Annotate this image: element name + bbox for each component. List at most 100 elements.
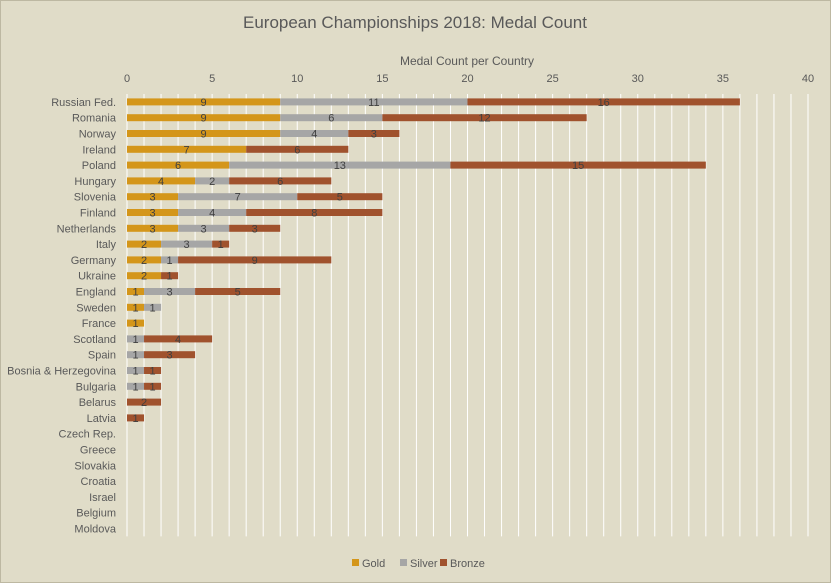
- bar-bronze: [161, 272, 179, 280]
- legend-swatch-silver: [400, 559, 407, 566]
- data-label-silver: 1: [167, 255, 173, 267]
- data-label-gold: 1: [132, 287, 138, 299]
- bar-bronze: [144, 335, 213, 343]
- bar-silver: [144, 288, 196, 295]
- bar-silver: [127, 382, 145, 390]
- category-labels: Russian Fed. Romania Norway Ireland Poland Hu…: [7, 97, 117, 536]
- data-label-bronze: 2: [141, 397, 147, 409]
- bar-bronze: [127, 398, 162, 406]
- data-label-gold: 9: [201, 97, 207, 109]
- bar-silver: [127, 351, 145, 359]
- category-label: Norway: [79, 129, 117, 141]
- x-tick-label: 30: [632, 73, 644, 85]
- bar-silver: [280, 98, 468, 106]
- data-label-bronze: 3: [371, 129, 377, 141]
- bar-bronze: [144, 367, 162, 374]
- legend: Gold Silver Bronze: [352, 558, 485, 570]
- x-tick-label: 35: [717, 73, 729, 85]
- bars: [127, 98, 740, 422]
- bar-silver: [127, 335, 145, 343]
- category-label: Spain: [88, 350, 116, 362]
- category-label: Greece: [80, 445, 116, 457]
- bar-gold: [127, 272, 162, 280]
- category-label: Israel: [89, 492, 116, 504]
- data-label-silver: 3: [184, 239, 190, 251]
- data-label-bronze: 12: [478, 113, 490, 125]
- data-label-silver: 3: [167, 287, 173, 299]
- x-tick-label: 5: [209, 73, 215, 85]
- data-label-bronze: 1: [149, 381, 155, 393]
- category-label: England: [76, 287, 116, 299]
- category-label: Latvia: [87, 413, 117, 425]
- bar-bronze: [195, 288, 281, 295]
- bar-gold: [127, 209, 179, 216]
- bar-gold: [127, 114, 281, 122]
- bar-silver: [161, 256, 179, 264]
- data-label-silver: 1: [132, 350, 138, 362]
- category-label: Belgium: [76, 508, 116, 520]
- data-label-gold: 1: [132, 302, 138, 314]
- data-label-silver: 7: [235, 192, 241, 204]
- bar-bronze: [246, 145, 349, 153]
- category-label: Bulgaria: [76, 381, 117, 393]
- data-label-gold: 2: [141, 255, 147, 267]
- bar-silver: [178, 209, 247, 216]
- legend-label-gold: Gold: [362, 558, 385, 570]
- data-label-gold: 3: [149, 223, 155, 235]
- data-label-bronze: 3: [167, 350, 173, 362]
- bar-gold: [127, 240, 162, 248]
- bar-bronze: [229, 177, 332, 185]
- bar-bronze: [450, 161, 706, 169]
- data-label-silver: 1: [132, 381, 138, 393]
- data-label-gold: 4: [158, 176, 164, 188]
- bar-silver: [229, 161, 451, 169]
- bar-gold: [127, 288, 145, 295]
- bar-silver: [144, 303, 162, 311]
- data-label-gold: 2: [141, 271, 147, 283]
- bar-silver: [127, 367, 145, 374]
- x-axis-title: Medal Count per Country: [400, 54, 534, 68]
- bar-bronze: [144, 382, 162, 390]
- data-label-silver: 13: [334, 160, 346, 172]
- data-label-gold: 1: [132, 318, 138, 330]
- bar-bronze: [297, 193, 383, 201]
- data-label-silver: 4: [311, 129, 317, 141]
- data-label-silver: 1: [132, 334, 138, 346]
- category-label: Hungary: [74, 176, 116, 188]
- data-label-silver: 1: [149, 302, 155, 314]
- bar-bronze: [467, 98, 740, 106]
- data-label-silver: 1: [132, 366, 138, 378]
- data-label-silver: 2: [209, 176, 215, 188]
- x-tick-label: 25: [547, 73, 559, 85]
- data-label-gold: 9: [201, 129, 207, 141]
- data-label-bronze: 1: [167, 271, 173, 283]
- category-label: Finland: [80, 208, 116, 220]
- data-label-bronze: 3: [252, 223, 258, 235]
- data-label-bronze: 5: [235, 287, 241, 299]
- data-label-bronze: 15: [572, 160, 584, 172]
- x-tick-label: 20: [461, 73, 473, 85]
- category-label: Czech Rep.: [59, 429, 116, 441]
- data-label-gold: 3: [149, 192, 155, 204]
- data-label-gold: 7: [184, 144, 190, 156]
- data-label-gold: 3: [149, 208, 155, 220]
- bar-gold: [127, 161, 230, 169]
- category-label: Netherlands: [57, 223, 117, 235]
- gridlines: [126, 94, 809, 537]
- bar-bronze: [178, 256, 332, 264]
- category-label: Slovenia: [74, 192, 117, 204]
- data-label-bronze: 1: [132, 413, 138, 425]
- category-label: Sweden: [76, 302, 116, 314]
- data-label-bronze: 9: [252, 255, 258, 267]
- bar-gold: [127, 145, 247, 153]
- data-label-bronze: 6: [277, 176, 283, 188]
- category-label: Croatia: [81, 476, 117, 488]
- legend-label-silver: Silver: [410, 558, 438, 570]
- data-label-silver: 6: [328, 113, 334, 125]
- category-label: Slovakia: [74, 460, 116, 472]
- bar-silver: [280, 114, 383, 122]
- category-label: France: [82, 318, 116, 330]
- bar-bronze: [144, 351, 196, 359]
- bar-gold: [127, 98, 281, 106]
